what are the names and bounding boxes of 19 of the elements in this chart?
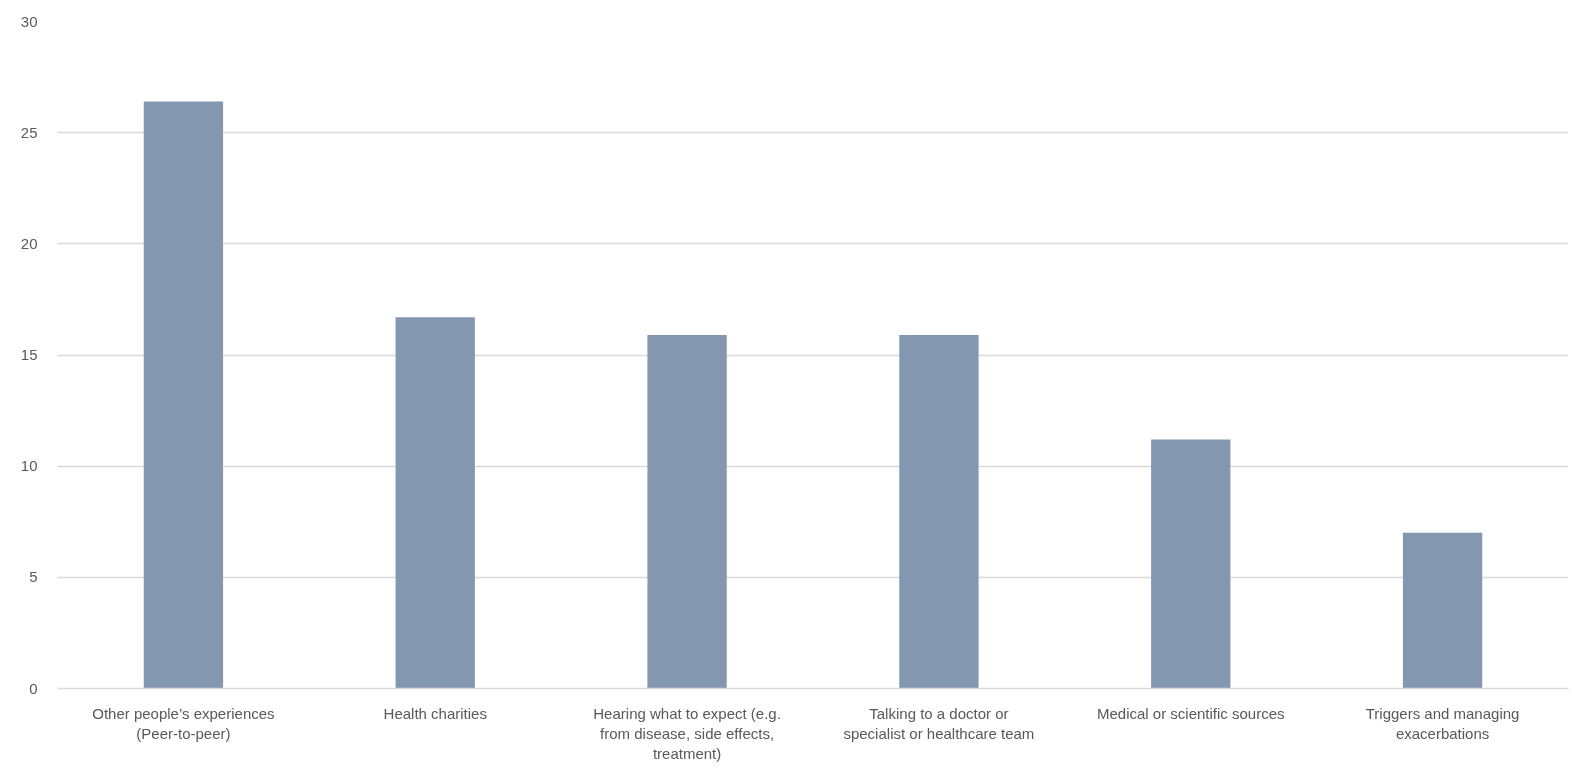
bar <box>1151 439 1231 689</box>
bar <box>899 334 979 689</box>
bar <box>395 317 475 689</box>
x-tick-label: Medical or scientific sources <box>1096 704 1285 722</box>
x-tick-label: Other people’s experiences (Peer-to-peer) <box>92 704 275 742</box>
y-tick-label: 5 <box>29 568 38 586</box>
y-tick-label: 25 <box>20 123 38 141</box>
x-tick-label: Talking to a doctor or specialist or healthcare team <box>843 704 1035 742</box>
y-tick-label: 0 <box>29 679 38 697</box>
y-tick-label: 30 <box>20 12 38 30</box>
x-tick-label: Hearing what to expect (e.g. from disease, side effects, treatment) <box>593 704 781 763</box>
x-tick-label: Health charities <box>383 704 487 722</box>
y-tick-label: 20 <box>20 234 38 252</box>
y-tick-label: 15 <box>20 346 38 363</box>
bar <box>647 334 727 689</box>
y-tick-label: 10 <box>20 457 38 475</box>
bar <box>143 101 224 689</box>
bar <box>1402 532 1483 689</box>
x-tick-label: Triggers and managing exacerbations <box>1365 704 1520 742</box>
